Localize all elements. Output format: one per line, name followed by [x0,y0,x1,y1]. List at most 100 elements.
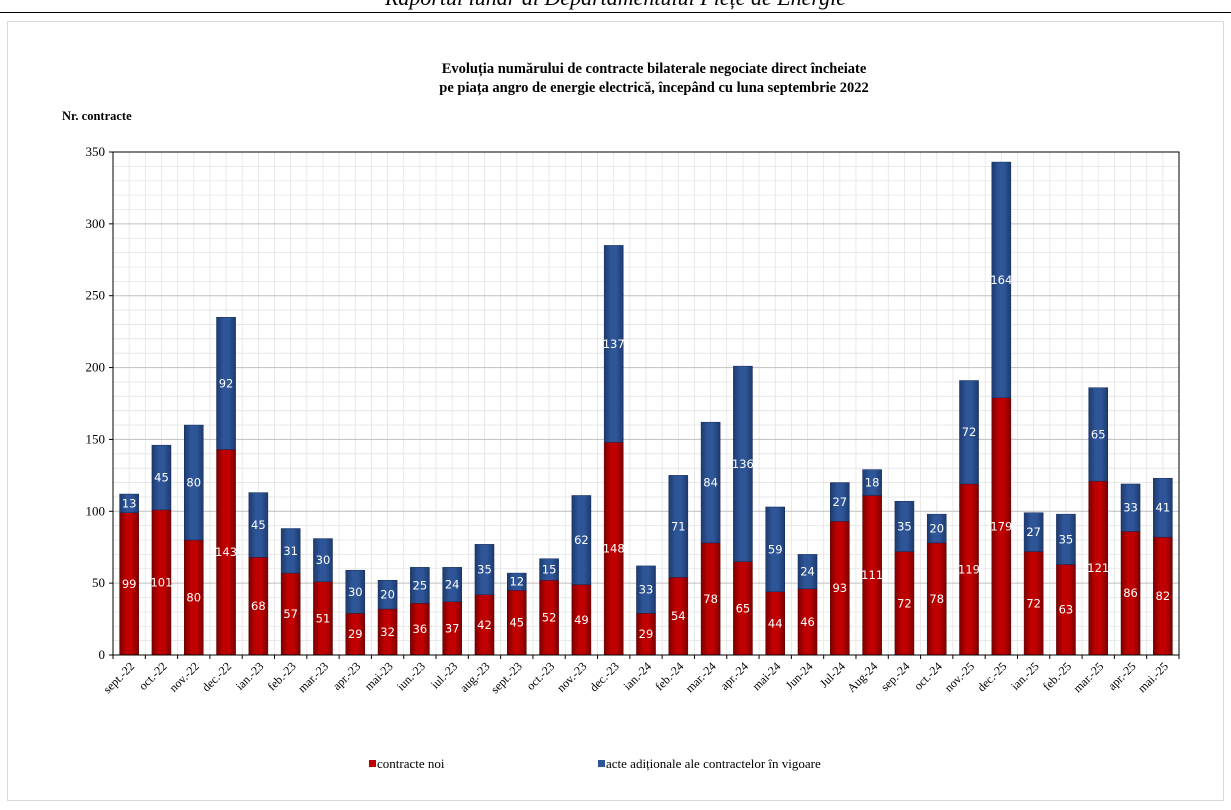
bar-acte-aditionale [733,365,753,562]
data-label-acte-aditionale: 31 [283,544,298,558]
data-label-contracte-noi: 99 [122,577,137,591]
x-tick-label: oct.-24 [911,659,945,693]
x-tick-label: apr.-23 [330,659,364,693]
data-label-acte-aditionale: 65 [1091,427,1106,441]
bar-acte-aditionale [119,493,139,513]
data-label-contracte-noi: 143 [215,545,237,559]
x-tick-label: mar.-23 [295,659,331,695]
data-label-contracte-noi: 111 [861,568,883,582]
data-label-contracte-noi: 101 [150,575,172,589]
data-label-acte-aditionale: 27 [1026,525,1041,539]
data-label-acte-aditionale: 35 [897,519,912,533]
x-tick-label: ian.-25 [1008,659,1042,693]
data-label-acte-aditionale: 72 [962,425,977,439]
data-label-contracte-noi: 63 [1059,603,1074,617]
x-tick-label: ian.-24 [620,659,654,693]
data-label-contracte-noi: 32 [380,625,395,639]
x-tick-label: mai-24 [749,659,783,693]
data-label-contracte-noi: 68 [251,599,266,613]
data-label-acte-aditionale: 45 [251,518,266,532]
data-label-acte-aditionale: 35 [1059,532,1074,546]
data-label-acte-aditionale: 136 [732,457,754,471]
data-label-acte-aditionale: 15 [542,562,557,576]
bar-acte-aditionale [894,500,915,552]
data-label-contracte-noi: 82 [1156,589,1171,603]
data-label-contracte-noi: 80 [186,591,201,605]
bar-acte-aditionale [442,567,462,603]
bar-acte-aditionale [377,580,398,610]
data-label-acte-aditionale: 80 [186,476,201,490]
data-label-acte-aditionale: 27 [832,495,847,509]
chart-title-line-1: Evoluția numărului de contracte bilatera… [442,61,867,77]
x-tick-label: mar.-24 [683,659,719,695]
bar-acte-aditionale [571,495,592,585]
data-label-contracte-noi: 78 [929,592,944,606]
x-tick-label: nov.-25 [942,659,978,695]
x-tick-label: sep.-24 [878,659,913,694]
chart-frame [7,21,1224,801]
chart-title-line-2: pe piața angro de energie electrică, înc… [439,80,868,96]
data-label-acte-aditionale: 164 [990,273,1012,287]
x-tick-label: iun.-23 [394,659,428,693]
x-tick-label: mar.-25 [1070,659,1106,695]
x-tick-label: dec.-23 [587,659,622,694]
data-label-acte-aditionale: 20 [929,522,944,536]
bar-acte-aditionale [345,569,366,614]
data-label-acte-aditionale: 33 [639,583,654,597]
data-label-contracte-noi: 37 [445,621,460,635]
bar-acte-aditionale [862,469,882,496]
data-label-acte-aditionale: 20 [380,588,395,602]
x-tick-label: apr.-25 [1105,659,1139,693]
data-label-acte-aditionale: 33 [1123,501,1138,515]
bar-acte-aditionale [991,161,1012,399]
bar-acte-aditionale [797,554,818,590]
data-label-acte-aditionale: 25 [413,578,428,592]
x-tick-label: feb.-24 [652,659,686,693]
bar-acte-aditionale [700,421,721,544]
plot-area-border [112,151,1180,656]
bar-acte-aditionale [313,538,333,582]
data-label-acte-aditionale: 62 [574,533,589,547]
bar-acte-aditionale [1153,477,1173,538]
y-tick-label: 100 [86,503,106,518]
y-tick-label: 150 [86,431,106,446]
data-label-contracte-noi: 86 [1123,586,1138,600]
bar-acte-aditionale [603,245,624,443]
y-tick-label: 0 [99,647,106,662]
y-tick-label: 50 [92,575,105,590]
x-tick-label: feb.-25 [1040,659,1074,693]
y-tick-label: 200 [86,360,106,375]
data-labels: 99 13 101 45 80 80 143 92 68 45 57 31 51 30 29 30 32 20 36… [122,273,1170,641]
legend-label-contracte-noi: contracte noi [377,756,445,771]
bar-acte-aditionale [410,567,430,604]
bar-acte-aditionale [1120,483,1141,532]
x-tick-label: nov.-23 [554,659,590,695]
x-tick-label: dec.-22 [199,659,234,694]
data-label-contracte-noi: 46 [800,615,815,629]
data-label-acte-aditionale: 137 [603,337,625,351]
data-label-acte-aditionale: 59 [768,542,783,556]
bar-acte-aditionale [830,482,850,522]
y-tick-label: 300 [86,216,106,231]
data-label-contracte-noi: 45 [509,616,524,630]
bar-acte-aditionale [636,565,656,614]
data-label-contracte-noi: 36 [413,622,428,636]
bar-acte-aditionale [216,317,236,450]
bar-acte-aditionale [1023,512,1044,552]
bar-acte-aditionale [183,424,204,541]
data-label-contracte-noi: 148 [603,542,625,556]
data-label-contracte-noi: 179 [990,519,1012,533]
data-label-contracte-noi: 52 [542,611,557,625]
data-label-acte-aditionale: 71 [671,519,686,533]
data-label-acte-aditionale: 18 [865,476,880,490]
x-tick-label: sept.-23 [488,659,525,696]
x-tick-label: Aug-24 [844,659,880,695]
data-label-contracte-noi: 42 [477,618,492,632]
legend-label-acte-aditionale: acte adiționale ale contractelor în vigo… [606,756,821,771]
y-tick-label: 350 [86,144,106,159]
x-tick-label: iul.-23 [428,659,460,691]
data-label-contracte-noi: 72 [897,596,912,610]
data-label-acte-aditionale: 24 [800,565,815,579]
x-tick-label: Jul-24 [817,659,848,690]
bar-acte-aditionale [248,492,269,558]
